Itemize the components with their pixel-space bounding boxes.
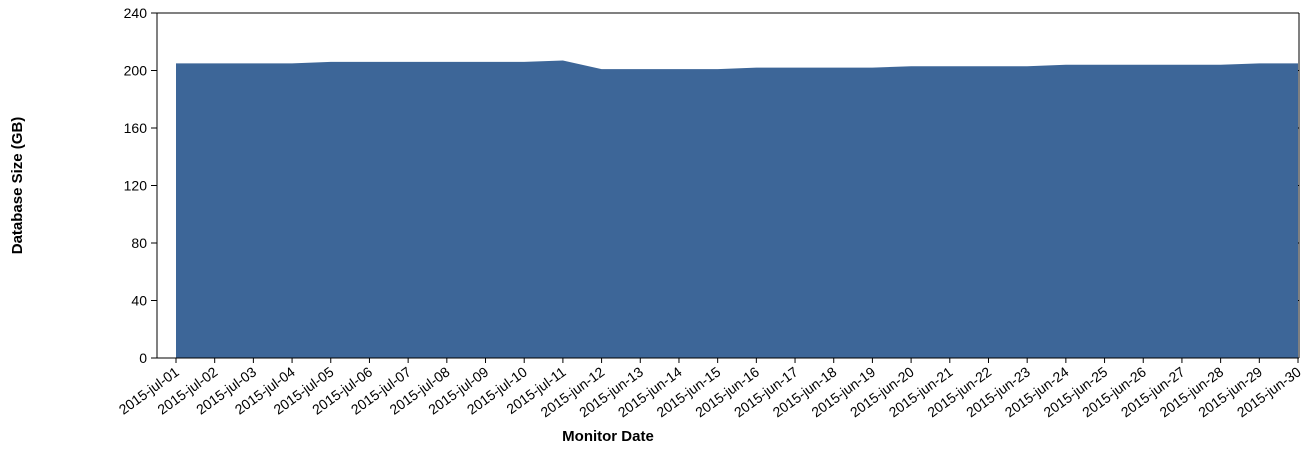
series-area <box>176 60 1298 358</box>
y-tick-label: 0 <box>139 350 147 366</box>
y-tick-label: 80 <box>131 235 147 251</box>
y-tick-label: 240 <box>124 5 148 21</box>
y-axis: 0 40 80 120 160 200 240 <box>124 5 1299 366</box>
x-axis-title: Monitor Date <box>562 428 654 445</box>
x-axis: 2015-jul-012015-jul-022015-jul-032015-ju… <box>116 358 1304 420</box>
y-axis-title: Database Size (GB) <box>9 117 26 255</box>
y-tick-label: 40 <box>131 293 147 309</box>
y-tick-label: 160 <box>124 120 148 136</box>
y-tick-label: 200 <box>124 63 148 79</box>
y-tick-label: 120 <box>124 178 148 194</box>
